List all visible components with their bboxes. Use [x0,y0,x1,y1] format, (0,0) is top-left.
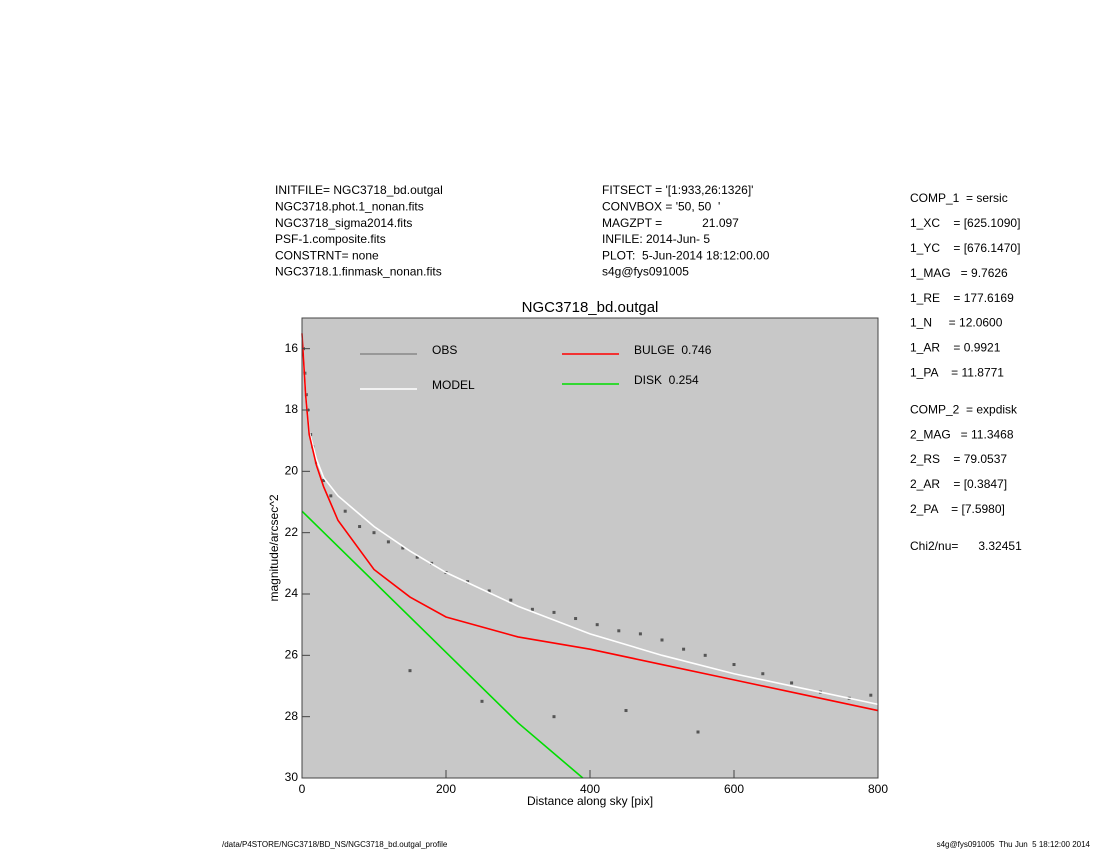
header-text: PSF-1.composite.fits [275,232,386,246]
data-point [530,607,534,611]
data-point [574,617,578,621]
data-point [552,610,556,614]
data-point [372,531,376,535]
fit-param: Chi2/nu= 3.32451 [910,539,1022,553]
fit-param: 1_YC = [676.1470] [910,241,1020,255]
data-point [624,709,628,713]
x-tick-label: 800 [868,782,888,796]
fit-param: 1_N = 12.0600 [910,316,1003,330]
header-text: PLOT: 5-Jun-2014 18:12:00.00 [602,248,770,262]
fit-param: COMP_2 = expdisk [910,402,1018,416]
legend-label: DISK 0.254 [634,373,699,387]
data-point [466,580,470,584]
data-point [509,598,513,602]
data-point [682,647,686,651]
data-point [617,629,621,633]
x-tick-label: 400 [580,782,600,796]
fit-param: 2_RS = 79.0537 [910,452,1007,466]
header-text: CONSTRNT= none [275,248,379,262]
fit-param: 1_XC = [625.1090] [910,216,1020,230]
fit-param: 1_AR = 0.9921 [910,341,1001,355]
data-point [358,525,362,529]
data-point [487,589,491,593]
fit-param: 1_MAG = 9.7626 [910,266,1008,280]
legend-label: MODEL [432,378,475,392]
model-line [301,333,879,712]
data-point [386,540,390,544]
plot-area [302,318,878,778]
header-text: INFILE: 2014-Jun- 5 [602,232,710,246]
data-point [696,730,700,734]
fit-param: 1_PA = 11.8771 [910,365,1004,379]
fit-param: 1_RE = 177.6169 [910,291,1014,305]
header-text: INITFILE= NGC3718_bd.outgal [275,183,443,197]
model-line [301,510,584,779]
legend-label: OBS [432,343,457,357]
data-point [552,715,556,719]
model-line [301,333,879,706]
data-point [401,546,405,550]
y-tick-label: 20 [285,464,299,478]
y-axis-label: magnitude/arcsec^2 [267,494,281,601]
chart-title: NGC3718_bd.outgal [522,299,659,316]
data-point [480,699,484,703]
footer-path: /data/P4STORE/NGC3718/BD_NS/NGC3718_bd.o… [222,840,448,849]
header-text: FITSECT = '[1:933,26:1326]' [602,183,753,197]
fit-param: 2_MAG = 11.3468 [910,427,1014,441]
data-point [343,509,347,513]
x-tick-label: 200 [436,782,456,796]
data-point [322,479,326,483]
data-point [660,638,664,642]
footer-stamp: s4g@fys091005 Thu Jun 5 18:12:00 2014 [937,840,1091,849]
y-tick-label: 30 [285,770,299,784]
x-tick-label: 600 [724,782,744,796]
header-text: NGC3718_sigma2014.fits [275,216,412,230]
y-tick-label: 28 [285,709,299,723]
data-point [790,681,794,685]
data-point [703,653,707,657]
header-text: NGC3718.phot.1_nonan.fits [275,199,424,213]
legend-label: BULGE 0.746 [634,343,712,357]
data-point [408,669,412,673]
y-tick-label: 16 [285,341,299,355]
header-text: s4g@fys091005 [602,265,689,279]
fit-param: 2_AR = [0.3847] [910,477,1007,491]
data-point [595,623,599,627]
data-point [761,672,765,676]
header-text: NGC3718.1.finmask_nonan.fits [275,265,442,279]
y-tick-label: 26 [285,648,299,662]
y-tick-label: 18 [285,402,299,416]
y-tick-label: 24 [285,586,299,600]
data-point [869,693,873,697]
data-point [415,555,419,559]
data-point [732,663,736,667]
data-point [638,632,642,636]
y-tick-label: 22 [285,525,299,539]
x-tick-label: 0 [299,782,306,796]
data-point [329,494,333,498]
fit-param: COMP_1 = sersic [910,191,1008,205]
x-axis-label: Distance along sky [pix] [527,794,653,808]
fit-param: 2_PA = [7.5980] [910,502,1005,516]
header-text: CONVBOX = '50, 50 ' [602,199,720,213]
header-text: MAGZPT = 21.097 [602,216,739,230]
